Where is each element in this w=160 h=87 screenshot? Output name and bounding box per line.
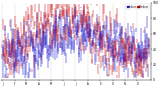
Legend: Indoor, Outdoor: Indoor, Outdoor — [126, 4, 149, 9]
